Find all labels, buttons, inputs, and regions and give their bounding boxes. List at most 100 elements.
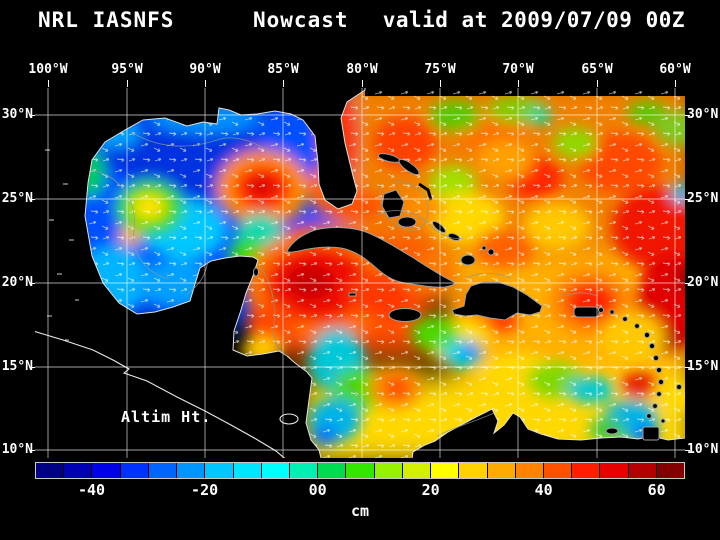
- cayman: [348, 292, 357, 297]
- bahamas: [398, 158, 420, 176]
- colorbar-segment: [233, 463, 262, 478]
- colorbar-segment: [120, 463, 149, 478]
- lon-label: 85°W: [267, 62, 299, 77]
- bahamas: [460, 254, 476, 266]
- lon-label: 100°W: [28, 62, 68, 77]
- trinidad: [642, 426, 660, 441]
- colorbar-tick-label: 20: [421, 481, 440, 499]
- colorbar-tick-labels: -40 -20 00 20 40 60: [35, 481, 685, 499]
- lat-label: 15°N: [1, 359, 33, 374]
- colorbar-segment: [64, 463, 93, 478]
- colorbar-tick-label: 60: [647, 481, 666, 499]
- lat-label: 10°N: [687, 442, 719, 457]
- bahamas: [432, 220, 446, 234]
- jamaica: [388, 308, 422, 322]
- colorbar-tick-label: 40: [534, 481, 553, 499]
- lesser-antilles: [656, 391, 662, 397]
- lesser-antilles: [609, 309, 615, 315]
- bahamas: [418, 182, 433, 201]
- axis-tick: [685, 283, 690, 284]
- lesser-antilles: [622, 316, 628, 322]
- caicos: [481, 245, 487, 251]
- lat-label: 20°N: [687, 275, 719, 290]
- title-valid-time: valid at 2009/07/09 00Z: [382, 8, 685, 32]
- lon-label: 65°W: [581, 62, 613, 77]
- axis-tick: [30, 367, 35, 368]
- colorbar-segment: [318, 463, 347, 478]
- axis-tick: [30, 199, 35, 200]
- colorbar-segment: [346, 463, 375, 478]
- lesser-antilles: [657, 378, 665, 386]
- puerto-rico: [573, 306, 600, 318]
- axis-tick: [362, 80, 363, 87]
- colorbar-segment: [177, 463, 206, 478]
- axis-tick: [440, 80, 441, 87]
- lesser-antilles: [655, 366, 663, 374]
- pacific-coastline: [29, 329, 299, 463]
- title-product: Nowcast: [253, 8, 349, 32]
- axis-tick: [597, 80, 598, 87]
- axis-tick: [283, 80, 284, 87]
- lesser-antilles: [648, 342, 656, 350]
- axis-tick: [30, 283, 35, 284]
- lon-label: 70°W: [502, 62, 534, 77]
- axis-tick: [30, 115, 35, 116]
- colorbar-segment: [402, 463, 432, 478]
- lat-label: 25°N: [687, 191, 719, 206]
- axis-tick: [675, 80, 676, 87]
- turks: [487, 248, 495, 256]
- lat-label: 10°N: [1, 442, 33, 457]
- lesser-antilles: [643, 331, 651, 339]
- colorbar-segment: [92, 463, 121, 478]
- lat-label: 25°N: [1, 191, 33, 206]
- lesser-antilles: [652, 354, 660, 362]
- axis-tick: [685, 367, 690, 368]
- lon-label: 90°W: [189, 62, 221, 77]
- axis-tick: [685, 115, 690, 116]
- colorbar-segment: [656, 463, 685, 478]
- lesser-antilles: [634, 323, 640, 329]
- lat-label: 30°N: [1, 107, 33, 122]
- lat-label: 30°N: [687, 107, 719, 122]
- axis-tick: [685, 450, 690, 451]
- colorbar-unit-label: cm: [350, 502, 370, 520]
- colorbar-segment: [289, 463, 319, 478]
- colorbar-segment: [431, 463, 460, 478]
- bathymetry-contours: [91, 131, 598, 437]
- axis-tick: [127, 80, 128, 87]
- axis-tick: [30, 450, 35, 451]
- margarita: [605, 427, 619, 435]
- lon-label: 80°W: [346, 62, 378, 77]
- map-annotation: Altim Ht.: [121, 408, 211, 426]
- lon-label: 60°W: [659, 62, 691, 77]
- colorbar-tick-label: -40: [77, 481, 106, 499]
- bahamas: [397, 216, 417, 228]
- lesser-antilles: [652, 403, 658, 409]
- colorbar-tick-label: 00: [308, 481, 327, 499]
- tobago: [660, 418, 666, 424]
- colorbar-segment: [543, 463, 573, 478]
- lesser-antilles: [598, 307, 604, 313]
- lat-label: 20°N: [1, 275, 33, 290]
- colorbar-segment: [572, 463, 601, 478]
- colorbar-segment: [459, 463, 488, 478]
- axis-tick: [518, 80, 519, 87]
- colorbar-segment: [600, 463, 629, 478]
- lat-label: 15°N: [687, 359, 719, 374]
- colorbar-segment: [487, 463, 516, 478]
- lon-label: 75°W: [424, 62, 456, 77]
- lesser-antilles: [646, 413, 652, 419]
- colorbar-segment: [36, 463, 65, 478]
- lake-nicaragua: [279, 413, 299, 425]
- colorbar-segment: [374, 463, 403, 478]
- title-model: NRL IASNFS: [38, 8, 175, 32]
- barbados: [676, 384, 682, 390]
- grid-lines: [35, 88, 685, 458]
- colorbar-segment: [515, 463, 544, 478]
- cozumel: [253, 267, 259, 277]
- axis-tick: [205, 80, 206, 87]
- islands: [253, 153, 682, 441]
- axis-tick: [48, 80, 49, 87]
- hispaniola: [451, 281, 543, 321]
